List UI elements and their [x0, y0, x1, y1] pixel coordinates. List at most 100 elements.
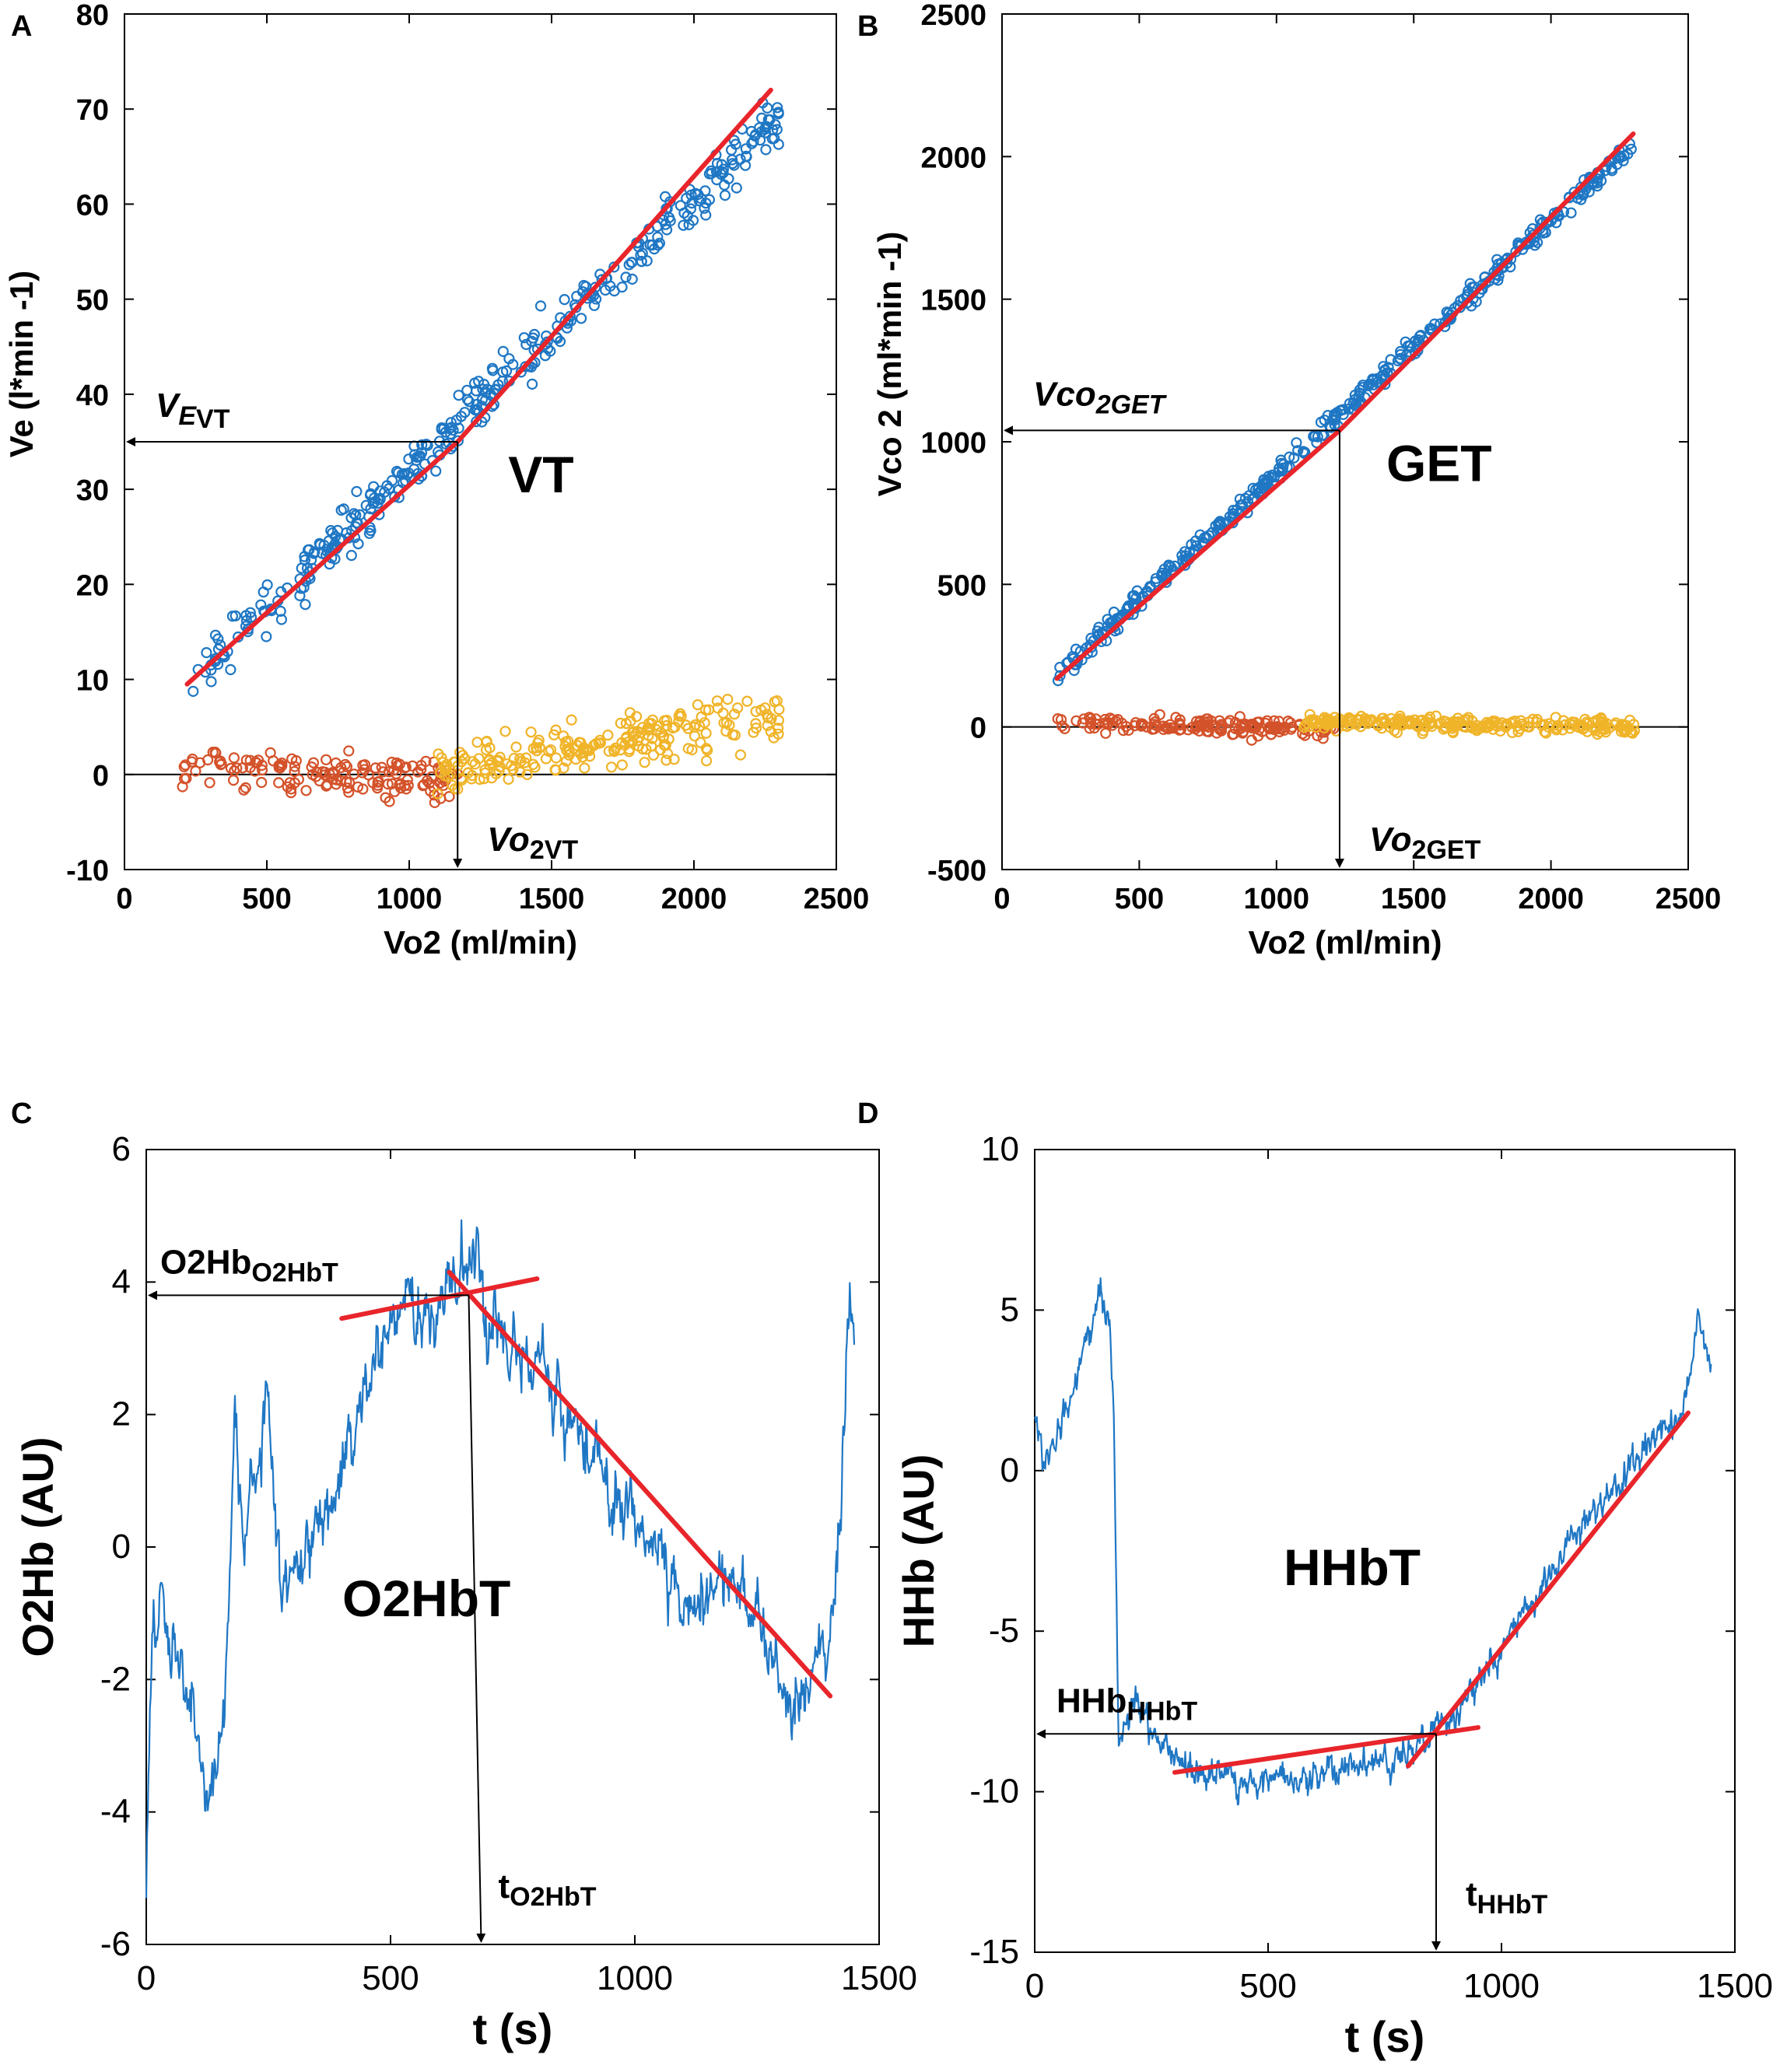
- panel-a-data-point: [731, 182, 742, 194]
- panel-c-x-tick-label: 1500: [841, 1959, 917, 1997]
- panel-b-data-point: [1136, 719, 1148, 731]
- panel-a-data-point: [215, 758, 227, 770]
- panel-b-data-point: [1112, 713, 1124, 726]
- panel-a-data-point: [228, 752, 240, 764]
- panel-a-data-point: [525, 726, 537, 738]
- panel-b-fit-line-1: [1054, 428, 1342, 681]
- panel-b-data-point: [1261, 478, 1273, 490]
- panel-a-data-point: [520, 361, 531, 373]
- panel-c-y-tick-label: 0: [112, 1528, 131, 1566]
- panel-d-x-annotation: tHHbT: [1466, 1875, 1548, 1920]
- panel-b-data-point: [1229, 716, 1242, 729]
- panel-b-data-point: [1242, 495, 1254, 507]
- panel-b-data-point: [1379, 717, 1391, 729]
- panel-a-y-tick-label: 30: [76, 474, 109, 507]
- panel-c-x-tick-label: 1000: [597, 1959, 673, 1997]
- panel-a-data-point: [228, 774, 240, 786]
- panel-b-data-point: [1401, 717, 1414, 730]
- panel-d-x-tick-label: 1000: [1463, 1967, 1540, 2005]
- panel-b-data-point: [1149, 576, 1162, 588]
- panel-label-a: A: [11, 10, 32, 43]
- panel-a-data-point: [497, 345, 509, 357]
- panel-a-data-point: [290, 754, 302, 767]
- panel-b-x-tick-label: 0: [993, 883, 1010, 915]
- panel-b-data-point: [1151, 719, 1162, 732]
- panel-d-y-tick-label: -10: [969, 1773, 1019, 1811]
- panel-a-data-point: [462, 767, 474, 779]
- panel-b-x-axis-label: Vo2 (ml/min): [1249, 924, 1442, 961]
- panel-a-data-point: [367, 777, 379, 789]
- panel-a-data-point: [510, 741, 522, 753]
- panel-a-data-point: [386, 778, 398, 789]
- panel-b-data-point: [1600, 726, 1612, 738]
- panel-a-x-axis-label: Vo2 (ml/min): [384, 924, 577, 961]
- panel-d-fit-line-1: [1172, 1725, 1480, 1775]
- panel-b-data-point: [1584, 171, 1596, 183]
- panel-a-data-point: [703, 194, 716, 205]
- panel-a-data-point: [769, 119, 781, 131]
- panel-b-data-point: [1509, 715, 1521, 727]
- panel-d-x-tick-label: 500: [1239, 1967, 1296, 2005]
- panel-b-data-point: [1319, 717, 1331, 730]
- panel-b-y-tick-label: 2500: [920, 0, 986, 32]
- panel-b-data-point: [1091, 625, 1103, 637]
- panel-a-data-point: [608, 285, 620, 297]
- panel-a-data-point: [550, 765, 562, 776]
- panel-a-data-point: [675, 710, 687, 723]
- panel-a-data-point: [741, 695, 753, 707]
- panel-a-plot-frame: [124, 13, 837, 870]
- panel-b-data-point: [1310, 715, 1322, 726]
- panel-a-data-point: [275, 614, 287, 625]
- panel-a-data-point: [773, 728, 784, 740]
- panel-b-data-point: [1200, 532, 1212, 544]
- panel-a-data-point: [368, 481, 380, 492]
- panel-a-data-point: [255, 599, 267, 611]
- panel-b-data-point: [1564, 723, 1576, 734]
- panel-a-data-point: [300, 785, 312, 796]
- panel-label-c: C: [11, 1097, 32, 1130]
- panel-a-data-point: [214, 756, 226, 768]
- panel-a-data-point: [615, 717, 626, 729]
- panel-c: 0 500 1000 1500 -6 -4 -2 0 2 4 6 O2HbT O2HbO2HbT tO2H…: [13, 1130, 917, 2053]
- panel-a-data-point: [564, 310, 576, 322]
- panel-c-y-axis-label: O2Hb (AU): [13, 1437, 62, 1657]
- panel-a-data-point: [655, 726, 667, 738]
- panel-a-data-point: [521, 768, 533, 780]
- panel-a-data-point: [660, 203, 672, 215]
- panel-c-x-tick-label: 500: [362, 1959, 419, 1997]
- panel-b-data-point: [1424, 717, 1435, 729]
- panel-b-data-point: [1392, 355, 1404, 366]
- panel-b-data-point: [1102, 718, 1114, 730]
- panel-a-data-point: [534, 742, 545, 754]
- panel-a-data-point: [588, 299, 601, 311]
- panel-d-y-tick-label: 0: [1000, 1451, 1019, 1489]
- panel-a-data-point: [545, 345, 556, 357]
- panel-a-data-point: [388, 765, 400, 776]
- panel-b-data-point: [1589, 715, 1601, 727]
- panel-b-data-point: [1128, 590, 1140, 602]
- panel-b-data-point: [1412, 345, 1424, 356]
- panel-a-data-point: [769, 696, 780, 708]
- panel-a-data-point: [499, 726, 511, 737]
- panel-a-data-point: [590, 737, 602, 750]
- panel-a-data-point: [420, 755, 432, 768]
- panel-b-data-point: [1214, 516, 1226, 527]
- panel-b-data-point: [1130, 592, 1142, 604]
- panel-a-data-point: [623, 259, 635, 271]
- panel-a-data-point: [766, 712, 777, 725]
- panel-b-data-point: [1394, 352, 1407, 364]
- panel-a-data-point: [773, 108, 784, 120]
- panel-c-signal-trace: [145, 1219, 856, 1899]
- panel-a-data-point: [527, 743, 539, 754]
- panel-a-data-point: [486, 362, 499, 374]
- panel-a-data-point: [205, 676, 217, 688]
- panel-b-data-point: [1445, 720, 1456, 733]
- panel-b-data-point: [1349, 394, 1361, 405]
- panel-b-data-point: [1203, 530, 1214, 541]
- panel-a-data-point: [575, 313, 587, 324]
- panel-b-data-point: [1594, 726, 1606, 738]
- panel-a-data-point: [240, 782, 251, 794]
- panel-b-data-point: [1186, 539, 1197, 551]
- panel-a-x-tick-label: 2000: [661, 883, 727, 915]
- panel-a-data-point: [659, 191, 671, 202]
